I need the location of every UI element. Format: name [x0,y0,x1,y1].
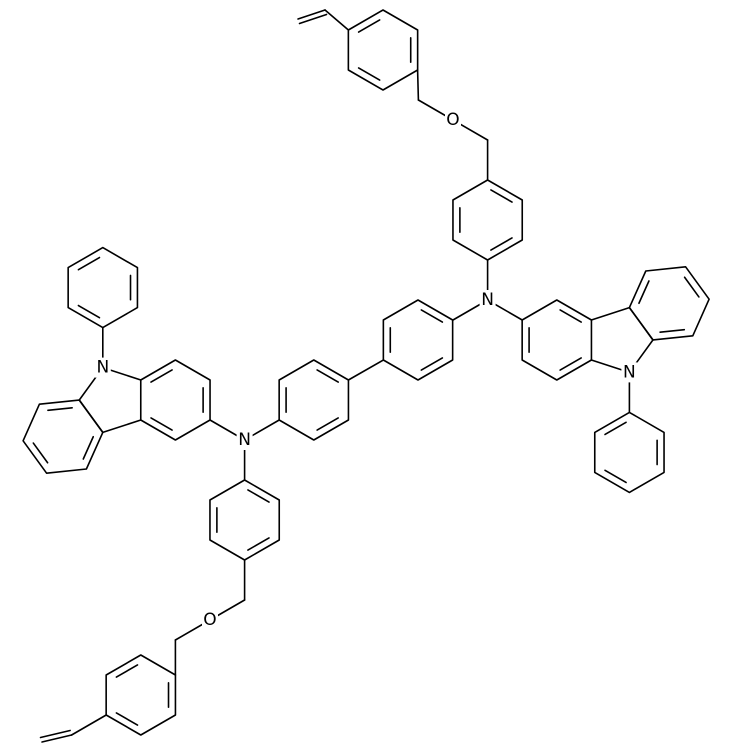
ring [593,411,665,494]
double-bond [316,417,339,431]
ring [452,179,524,261]
bond [347,359,385,381]
double-bond [247,537,270,551]
double-bond [47,406,73,412]
double-bond [638,280,650,305]
bond [70,714,107,736]
label-mask [621,362,638,383]
label-mask [236,430,253,450]
atom-label: O [203,610,216,630]
double-bond [247,489,270,503]
double-bond [559,309,582,323]
double-bond [115,712,139,726]
ring [347,9,419,91]
double-bond [420,309,444,323]
ring [382,299,454,381]
double-bond [357,67,381,81]
ring [105,654,177,736]
double-bond [115,664,139,678]
double-bond [150,417,173,431]
double-bond [77,256,101,271]
bond [41,734,73,743]
double-bond [77,304,101,319]
double-bond [82,435,95,460]
atom-label: O [446,110,459,130]
ring [521,299,593,381]
double-bond [357,19,381,33]
double-bond [298,13,328,25]
double-bond [150,369,173,383]
ring [67,246,139,329]
ring [139,359,211,441]
ring [628,265,710,341]
atom-label: N [623,362,636,382]
double-bond [683,276,700,298]
label-mask [94,357,111,378]
ring [278,359,350,441]
label-mask [479,290,496,310]
double-bond [490,237,513,251]
atom-label: N [238,430,251,450]
double-bond [490,189,513,203]
double-bond [32,442,49,464]
double-bond [659,328,686,334]
double-bond [39,729,71,739]
label-mask [202,610,218,630]
bond [324,9,350,31]
double-bond [559,357,582,371]
double-bond [420,357,444,371]
bond [416,69,420,101]
ring [209,479,281,561]
bond [297,9,326,20]
double-bond [604,421,627,436]
ring [22,399,104,475]
double-bond [316,369,339,383]
double-bond [604,469,627,484]
label-mask [445,110,461,130]
atom-label: N [481,290,494,310]
atom-label: N [96,358,109,378]
